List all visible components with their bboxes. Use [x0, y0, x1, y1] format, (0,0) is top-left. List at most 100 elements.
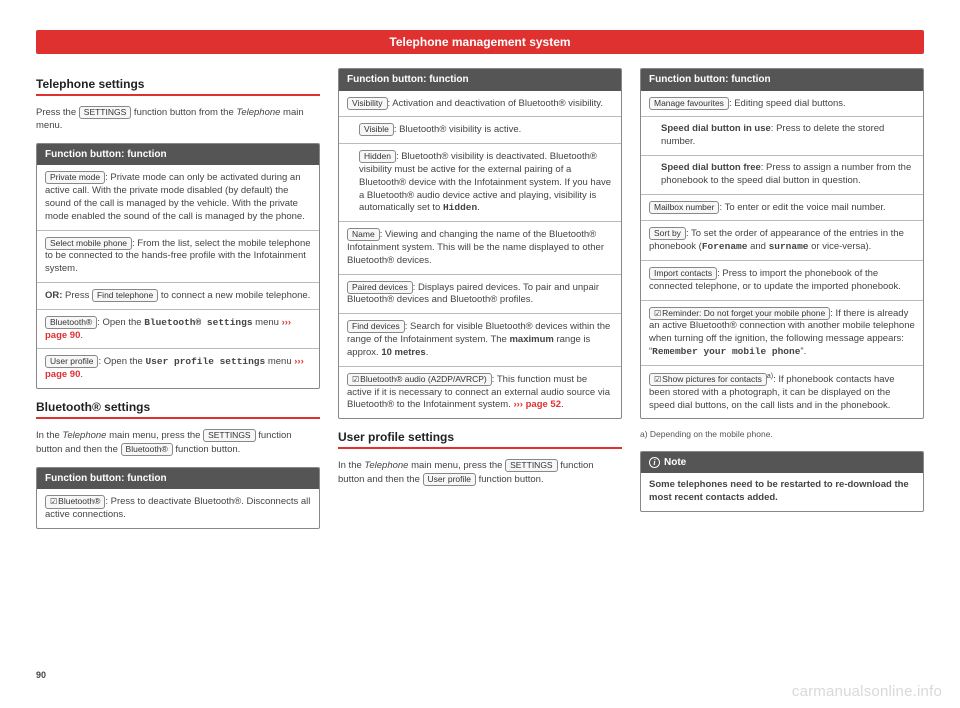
- text: or vice-versa).: [809, 241, 872, 252]
- text: Press: [62, 290, 92, 301]
- settings-button-label: SETTINGS: [505, 459, 558, 472]
- text-bold: OR:: [45, 290, 62, 301]
- show-pictures-checkbox-label: ☑Show pictures for contacts: [649, 373, 767, 386]
- item-bluetooth-open: Bluetooth®: Open the Bluetooth® settings…: [37, 309, 319, 349]
- manage-favourites-button-label: Manage favourites: [649, 97, 729, 110]
- text: main menu, press the: [408, 460, 505, 471]
- item-visible: Visible: Bluetooth® visibility is active…: [339, 116, 621, 143]
- box-head: Function button: function: [37, 144, 319, 166]
- text: to connect a new mobile telephone.: [158, 290, 310, 301]
- item-select-mobile: Select mobile phone: From the list, sele…: [37, 230, 319, 282]
- text: In the: [338, 460, 364, 471]
- hidden-button-label: Hidden: [359, 150, 396, 163]
- text-mono: Forename: [702, 241, 748, 252]
- telephone-settings-intro: Press the SETTINGS function button from …: [36, 106, 320, 133]
- box-head: Function button: function: [339, 69, 621, 91]
- item-name: Name: Viewing and changing the name of t…: [339, 221, 621, 273]
- section-title-telephone-settings: Telephone settings: [36, 76, 320, 96]
- bluetooth-settings-intro: In the Telephone main menu, press the SE…: [36, 429, 320, 457]
- item-mailbox-number: Mailbox number: To enter or edit the voi…: [641, 194, 923, 221]
- item-visibility: Visibility: Activation and deactivation …: [339, 91, 621, 117]
- item-paired-devices: Paired devices: Displays paired devices.…: [339, 274, 621, 314]
- note-title: Note: [664, 457, 686, 468]
- bluetooth-button-label: Bluetooth®: [121, 443, 173, 456]
- sort-by-button-label: Sort by: [649, 227, 686, 240]
- text-italic: Telephone: [62, 430, 106, 441]
- reminder-checkbox-label: ☑Reminder: Do not forget your mobile pho…: [649, 307, 830, 320]
- item-bluetooth-toggle: ☑Bluetooth®: Press to deactivate Bluetoo…: [37, 489, 319, 528]
- info-icon: i: [649, 457, 660, 468]
- note-box: i Note Some telephones need to be restart…: [640, 451, 924, 512]
- text: In the: [36, 430, 62, 441]
- footnote-a: a) Depending on the mobile phone.: [640, 429, 924, 440]
- page-number: 90: [36, 670, 46, 680]
- text: function button.: [173, 444, 241, 455]
- find-devices-button-label: Find devices: [347, 320, 405, 333]
- checkbox-icon: ☑: [654, 375, 661, 385]
- item-private-mode: Private mode: Private mode can only be a…: [37, 165, 319, 229]
- text-mono: surname: [769, 241, 809, 252]
- select-mobile-button-label: Select mobile phone: [45, 237, 132, 250]
- text: menu: [265, 356, 294, 367]
- visibility-button-label: Visibility: [347, 97, 388, 110]
- columns: Telephone settings Press the SETTINGS fu…: [36, 68, 924, 539]
- text: and: [747, 241, 768, 252]
- checkbox-icon: ☑: [50, 497, 57, 507]
- column-right: Function button: function Manage favouri…: [640, 68, 924, 539]
- watermark: carmanualsonline.info: [792, 683, 942, 700]
- text: : Editing speed dial buttons.: [729, 98, 846, 109]
- paired-devices-button-label: Paired devices: [347, 281, 413, 294]
- section-title-bluetooth-settings: Bluetooth® settings: [36, 399, 320, 419]
- item-speed-dial-in-use: Speed dial button in use: Press to delet…: [641, 116, 923, 155]
- text-bold: maximum: [509, 334, 553, 345]
- text-italic: Telephone: [236, 107, 280, 118]
- text: : Open the: [98, 356, 145, 367]
- function-box-user-profile: Function button: function Manage favouri…: [640, 68, 924, 419]
- item-show-pictures: ☑Show pictures for contactsa): If phoneb…: [641, 365, 923, 419]
- text: : Bluetooth® visibility is deactivated. …: [359, 151, 611, 213]
- mailbox-number-button-label: Mailbox number: [649, 201, 719, 214]
- column-left: Telephone settings Press the SETTINGS fu…: [36, 68, 320, 539]
- text-mono: Hidden: [443, 202, 477, 213]
- checkbox-icon: ☑: [654, 309, 661, 319]
- text: ”.: [800, 346, 806, 357]
- function-box-bluetooth-cont: Function button: function Visibility: Ac…: [338, 68, 622, 419]
- visible-button-label: Visible: [359, 123, 394, 136]
- user-profile-button-label: User profile: [45, 355, 98, 368]
- item-reminder: ☑Reminder: Do not forget your mobile pho…: [641, 300, 923, 365]
- page-link: ››› page 52: [513, 399, 561, 410]
- function-box-telephone: Function button: function Private mode: …: [36, 143, 320, 389]
- settings-button-label: SETTINGS: [203, 429, 256, 442]
- text: main menu, press the: [106, 430, 203, 441]
- private-mode-button-label: Private mode: [45, 171, 105, 184]
- text: : To enter or edit the voice mail number…: [719, 202, 885, 213]
- text: .: [426, 347, 429, 358]
- bt-audio-checkbox-label: ☑Bluetooth® audio (A2DP/AVRCP): [347, 373, 492, 386]
- text-bold: Speed dial button in use: [661, 123, 771, 134]
- box-head: Function button: function: [37, 468, 319, 490]
- item-sort-by: Sort by: To set the order of appearance …: [641, 220, 923, 260]
- text-mono: User profile settings: [145, 356, 265, 367]
- item-speed-dial-free: Speed dial button free: Press to assign …: [641, 155, 923, 194]
- text-mono: Bluetooth® settings: [144, 317, 252, 328]
- header-bar: Telephone management system: [36, 30, 924, 54]
- text: menu: [253, 317, 282, 328]
- text-bold: Speed dial button free: [661, 162, 761, 173]
- name-button-label: Name: [347, 228, 380, 241]
- text-mono: Remember your mobile phone: [652, 346, 800, 357]
- text: : Activation and deactivation of Bluetoo…: [388, 98, 603, 109]
- user-profile-button-label: User profile: [423, 473, 476, 486]
- item-bt-audio: ☑Bluetooth® audio (A2DP/AVRCP): This fun…: [339, 366, 621, 418]
- text: function button from the: [131, 107, 236, 118]
- note-head: i Note: [641, 452, 923, 474]
- text-italic: Telephone: [364, 460, 408, 471]
- text-bold: 10 metres: [381, 347, 425, 358]
- column-middle: Function button: function Visibility: Ac…: [338, 68, 622, 539]
- text: Press the: [36, 107, 79, 118]
- text: function button.: [476, 474, 544, 485]
- box-head: Function button: function: [641, 69, 923, 91]
- item-import-contacts: Import contacts: Press to import the pho…: [641, 260, 923, 300]
- item-or-find: OR: Press Find telephone to connect a ne…: [37, 282, 319, 309]
- item-hidden: Hidden: Bluetooth® visibility is deactiv…: [339, 143, 621, 221]
- note-body: Some telephones need to be restarted to …: [641, 473, 923, 511]
